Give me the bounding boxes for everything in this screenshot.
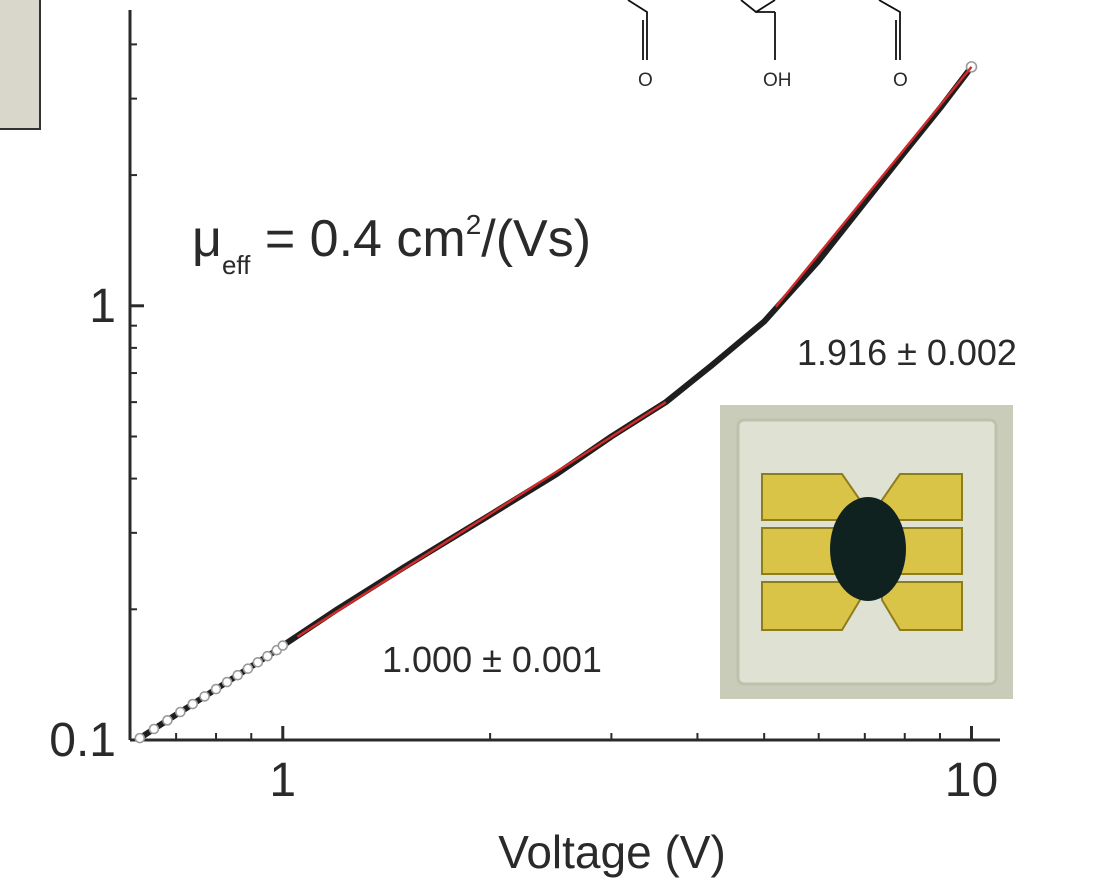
mu-subscript: eff bbox=[222, 250, 251, 280]
slope-annotation-high: 1.916 ± 0.002 bbox=[797, 332, 1017, 373]
corner-inset-panel bbox=[0, 0, 41, 130]
data-point bbox=[175, 706, 186, 718]
data-point bbox=[134, 732, 146, 744]
electrode-pads bbox=[761, 473, 963, 631]
mobility-value: = 0.4 cm bbox=[250, 210, 465, 268]
x-tick-label: 1 bbox=[269, 754, 296, 807]
fit-line-2 bbox=[774, 66, 973, 308]
mobility-unit: /(Vs) bbox=[481, 210, 591, 268]
data-point bbox=[210, 683, 222, 695]
mobility-superscript: 2 bbox=[466, 209, 482, 240]
bond-carbonyl-right bbox=[878, 0, 901, 60]
data-point bbox=[221, 676, 233, 688]
molecule-label-oh: OH bbox=[763, 70, 792, 91]
y-tick-label: 1 bbox=[89, 280, 116, 333]
data-point bbox=[162, 715, 173, 726]
axes: 1 10 0.1 1 bbox=[49, 10, 1000, 807]
active-film bbox=[830, 497, 906, 601]
mu-symbol: μ bbox=[192, 210, 222, 268]
x-tick-label: 10 bbox=[945, 754, 998, 807]
data-point bbox=[252, 656, 264, 668]
molecule-label-o-right: O bbox=[893, 70, 908, 91]
data-point bbox=[277, 640, 289, 651]
fit-line-1 bbox=[296, 401, 667, 638]
data-layer bbox=[134, 61, 978, 744]
data-point bbox=[232, 669, 243, 681]
data-point bbox=[187, 698, 199, 710]
bond-carbonyl-left bbox=[627, 0, 648, 60]
data-point bbox=[262, 650, 273, 662]
y-tick-label: 0.1 bbox=[49, 714, 116, 767]
mobility-annotation: μeff = 0.4 cm2/(Vs) bbox=[192, 209, 591, 280]
device-photo-inset bbox=[720, 405, 1013, 699]
molecule-label-o-left: O bbox=[638, 70, 653, 91]
chemical-structure-sketch bbox=[627, 0, 901, 60]
slope-annotation-low: 1.000 ± 0.001 bbox=[382, 639, 602, 680]
x-axis-label: Voltage (V) bbox=[498, 826, 726, 878]
data-point bbox=[242, 663, 254, 674]
data-point bbox=[199, 691, 210, 702]
bond-hydroxyl bbox=[740, 0, 776, 60]
data-point bbox=[148, 723, 160, 735]
